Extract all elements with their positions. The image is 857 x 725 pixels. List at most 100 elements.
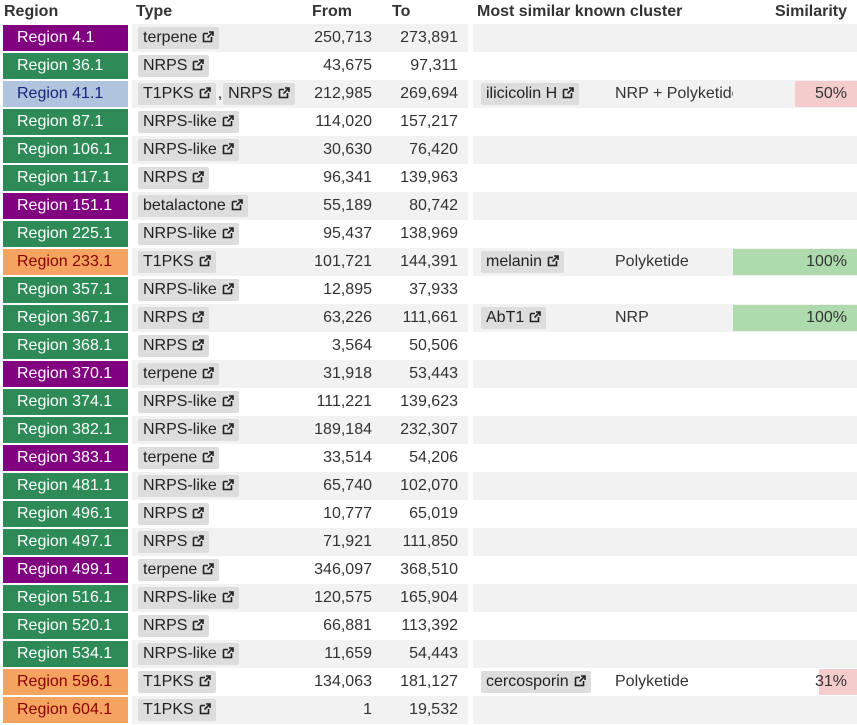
- region-link[interactable]: Region 106.1: [3, 137, 128, 163]
- cluster-type: [603, 612, 734, 640]
- cluster-type: [603, 276, 734, 304]
- region-link[interactable]: Region 496.1: [3, 501, 128, 527]
- region-link[interactable]: Region 499.1: [3, 557, 128, 583]
- type-chip[interactable]: terpene: [138, 363, 220, 385]
- region-link[interactable]: Region 497.1: [3, 529, 128, 555]
- region-link[interactable]: Region 481.1: [3, 473, 128, 499]
- from-value: 114,020: [302, 108, 382, 136]
- region-link[interactable]: Region 4.1: [3, 25, 128, 51]
- type-chip[interactable]: terpene: [138, 559, 220, 581]
- type-cell: T1PKS: [132, 248, 302, 276]
- cluster-type: [603, 164, 734, 192]
- region-link[interactable]: Region 534.1: [3, 641, 128, 667]
- type-chip[interactable]: NRPS: [138, 335, 210, 357]
- type-chip[interactable]: NRPS-like: [138, 223, 239, 245]
- to-value: 80,742: [382, 192, 468, 220]
- region-link[interactable]: Region 382.1: [3, 417, 128, 443]
- header-type[interactable]: Type: [136, 3, 173, 20]
- type-chip[interactable]: NRPS-like: [138, 475, 239, 497]
- region-link[interactable]: Region 151.1: [3, 193, 128, 219]
- chip-label: NRPS-like: [143, 225, 217, 242]
- region-link[interactable]: Region 368.1: [3, 333, 128, 359]
- region-link[interactable]: Region 604.1: [3, 697, 128, 723]
- external-link-icon: [529, 308, 542, 323]
- external-link-icon: [202, 448, 215, 463]
- external-link-icon: [222, 140, 234, 155]
- type-chip[interactable]: NRPS-like: [138, 643, 239, 665]
- type-chip[interactable]: NRPS-like: [138, 391, 239, 413]
- similarity-cell: [733, 444, 857, 472]
- region-link[interactable]: Region 374.1: [3, 389, 128, 415]
- region-link[interactable]: Region 357.1: [3, 277, 128, 303]
- region-link[interactable]: Region 383.1: [3, 445, 128, 471]
- table-row: Region 225.1 NRPS-like 95,437 138,969: [0, 220, 857, 248]
- cluster-chip[interactable]: melanin: [481, 251, 565, 273]
- external-link-icon: [222, 392, 234, 407]
- cluster-chip[interactable]: ilicicolin H: [481, 83, 580, 105]
- table-row: Region 151.1 betalactone 55,189 80,742: [0, 192, 857, 220]
- region-link[interactable]: Region 41.1: [3, 81, 128, 107]
- type-chip[interactable]: T1PKS: [138, 83, 216, 105]
- similarity-cell: [733, 192, 857, 220]
- type-chip[interactable]: T1PKS: [138, 671, 216, 693]
- header-from[interactable]: From: [312, 3, 352, 20]
- type-chip[interactable]: terpene: [138, 27, 220, 49]
- chip-label: betalactone: [143, 197, 226, 214]
- column-gap: [468, 164, 473, 192]
- cluster-cell: [473, 444, 603, 472]
- region-link[interactable]: Region 225.1: [3, 221, 128, 247]
- region-link[interactable]: Region 117.1: [3, 165, 128, 191]
- to-value: 53,443: [382, 360, 468, 388]
- type-chip[interactable]: NRPS-like: [138, 419, 239, 441]
- type-chip[interactable]: NRPS-like: [138, 139, 239, 161]
- type-chip[interactable]: T1PKS: [138, 251, 216, 273]
- type-chip[interactable]: NRPS: [138, 307, 210, 329]
- similarity-bar: [795, 81, 857, 107]
- region-link[interactable]: Region 36.1: [3, 53, 128, 79]
- cluster-chip[interactable]: cercosporin: [481, 671, 591, 693]
- type-chip[interactable]: NRPS-like: [138, 279, 239, 301]
- type-chip[interactable]: NRPS: [138, 531, 210, 553]
- cluster-type: [603, 472, 734, 500]
- region-cell: Region 41.1: [0, 80, 132, 108]
- type-cell: NRPS-like: [132, 640, 302, 668]
- type-chip[interactable]: NRPS-like: [138, 587, 239, 609]
- type-cell: NRPS: [132, 52, 302, 80]
- column-gap: [468, 528, 473, 556]
- region-link[interactable]: Region 520.1: [3, 613, 128, 639]
- external-link-icon: [192, 308, 205, 323]
- chip-label: NRPS-like: [143, 589, 217, 606]
- type-chip[interactable]: NRPS-like: [138, 111, 239, 133]
- type-chip[interactable]: T1PKS: [138, 699, 216, 721]
- similarity-value: 50%: [814, 85, 848, 102]
- header-most-similar-cluster[interactable]: Most similar known cluster: [477, 3, 683, 20]
- from-value: 111,221: [302, 388, 382, 416]
- type-chip[interactable]: NRPS: [138, 167, 210, 189]
- type-chip[interactable]: NRPS: [138, 615, 210, 637]
- column-gap: [468, 52, 473, 80]
- type-chip[interactable]: NRPS: [138, 503, 210, 525]
- region-cell: Region 497.1: [0, 528, 132, 556]
- type-chip[interactable]: terpene: [138, 447, 220, 469]
- cluster-cell: [473, 472, 603, 500]
- external-link-icon: [192, 616, 205, 631]
- header-similarity[interactable]: Similarity: [774, 3, 848, 20]
- from-value: 63,226: [302, 304, 382, 332]
- type-cell: NRPS-like: [132, 276, 302, 304]
- type-cell: terpene: [132, 556, 302, 584]
- region-link[interactable]: Region 370.1: [3, 361, 128, 387]
- region-link[interactable]: Region 233.1: [3, 249, 128, 275]
- region-link[interactable]: Region 516.1: [3, 585, 128, 611]
- region-link[interactable]: Region 87.1: [3, 109, 128, 135]
- region-link[interactable]: Region 367.1: [3, 305, 128, 331]
- cluster-chip[interactable]: AbT1: [481, 307, 547, 329]
- type-chip[interactable]: NRPS: [138, 55, 210, 77]
- header-to[interactable]: To: [392, 3, 411, 20]
- to-value: 113,392: [382, 612, 468, 640]
- type-chip[interactable]: betalactone: [138, 195, 248, 217]
- region-link[interactable]: Region 596.1: [3, 669, 128, 695]
- type-chip[interactable]: NRPS: [223, 83, 295, 105]
- header-region[interactable]: Region: [4, 3, 59, 20]
- column-gap: [468, 332, 473, 360]
- cluster-cell: [473, 500, 603, 528]
